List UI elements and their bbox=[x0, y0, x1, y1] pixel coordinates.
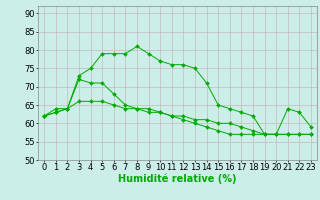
X-axis label: Humidité relative (%): Humidité relative (%) bbox=[118, 174, 237, 184]
